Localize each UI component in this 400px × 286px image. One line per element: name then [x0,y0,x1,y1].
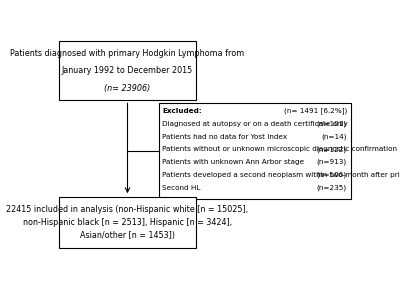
Text: 22415 included in analysis (non-Hispanic white [n = 15025],: 22415 included in analysis (non-Hispanic… [6,205,248,214]
Text: (n= 1491 [6.2%]): (n= 1491 [6.2%]) [284,108,347,114]
Text: Patients developed a second neoplasm within two-month after primary HL: Patients developed a second neoplasm wit… [162,172,400,178]
Text: Patients diagnosed with primary Hodgkin Lymphoma from: Patients diagnosed with primary Hodgkin … [10,49,245,57]
Bar [59,41,196,100]
Text: (n=122): (n=122) [317,146,347,152]
Text: Diagnosed at autopsy or on a death certificate only: Diagnosed at autopsy or on a death certi… [162,121,348,127]
Text: non-Hispanic black [n = 2513], Hispanic [n = 3424],: non-Hispanic black [n = 2513], Hispanic … [23,218,232,227]
Text: Patients without or unknown microscopic diagnostic confirmation: Patients without or unknown microscopic … [162,146,397,152]
Text: Patients had no data for Yost Index: Patients had no data for Yost Index [162,134,287,140]
Text: (n=106): (n=106) [317,172,347,178]
Text: (n=913): (n=913) [317,159,347,165]
Text: Second HL: Second HL [162,184,200,190]
Bar [59,197,196,248]
Text: Excluded:: Excluded: [162,108,202,114]
Text: (n=235): (n=235) [317,184,347,191]
Text: Patients with unknown Ann Arbor stage: Patients with unknown Ann Arbor stage [162,159,304,165]
Text: Asian/other [n = 1453]): Asian/other [n = 1453]) [80,231,175,240]
Text: (n= 23906): (n= 23906) [104,84,151,93]
Text: (n=101): (n=101) [317,120,347,127]
Text: January 1992 to December 2015: January 1992 to December 2015 [62,66,193,75]
Bar [158,103,351,200]
Text: (n=14): (n=14) [322,133,347,140]
